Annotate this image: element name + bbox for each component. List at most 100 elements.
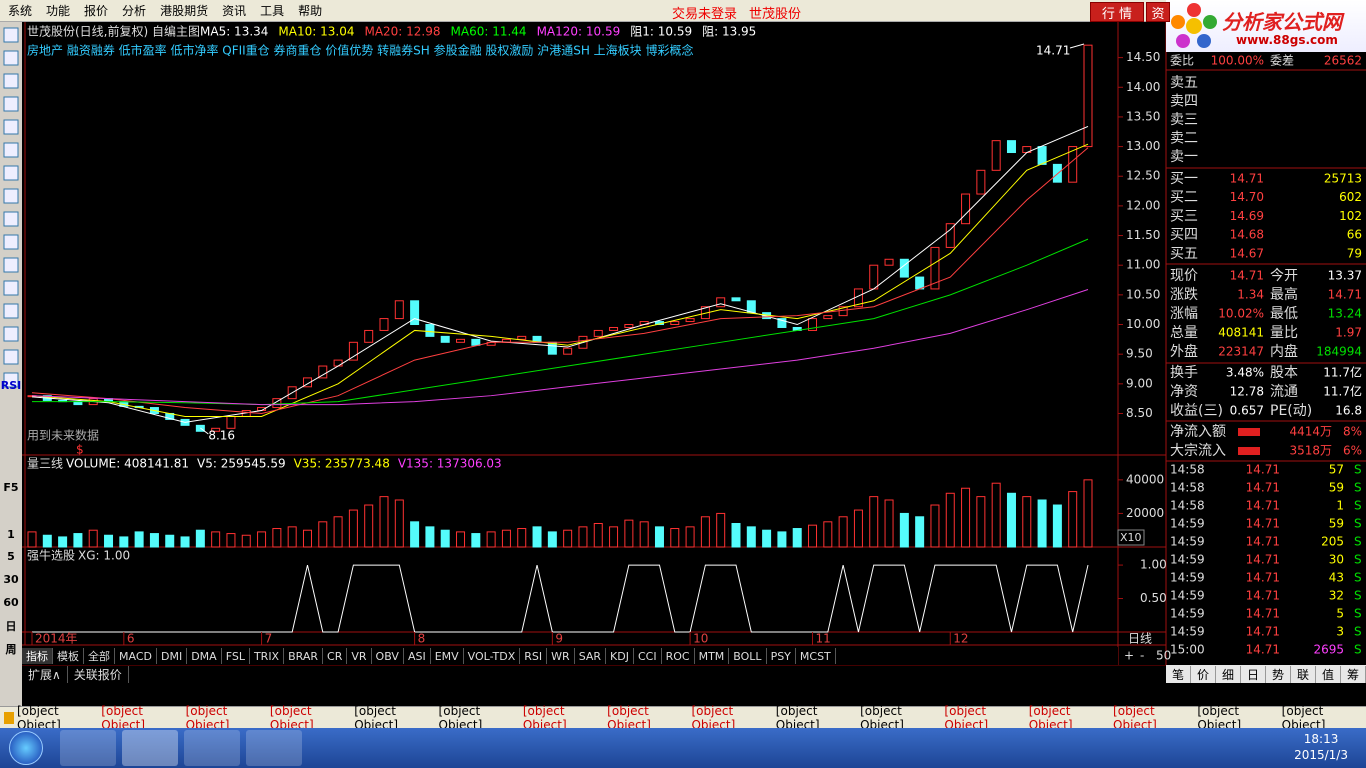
y-tick-label: 14.00 xyxy=(1126,80,1160,94)
top-button[interactable]: 行 情 xyxy=(1090,2,1144,22)
menu-item[interactable]: 港股期货 xyxy=(160,4,209,18)
tool-label: 日 xyxy=(6,620,17,633)
stat-value: 408141 xyxy=(1218,326,1264,340)
indicator-tab[interactable]: EMV xyxy=(431,648,464,664)
sub-tab[interactable]: 扩展∧ xyxy=(22,666,68,683)
tool-icon[interactable] xyxy=(3,50,19,66)
buy-label: 买二 xyxy=(1170,190,1198,206)
indicator-tab[interactable]: WR xyxy=(547,648,575,664)
indicator-tab[interactable]: 指标 xyxy=(22,648,53,664)
candle xyxy=(456,338,466,343)
indicator-tab[interactable]: CCI xyxy=(634,648,662,664)
indicator-tab[interactable]: PSY xyxy=(767,648,796,664)
y-tick-label: 10.50 xyxy=(1126,287,1160,301)
task-notes[interactable] xyxy=(184,730,240,766)
indicator-tab[interactable]: ASI xyxy=(404,648,431,664)
ma-legend: MA5: 13.34 xyxy=(200,25,268,39)
indicator-tab[interactable]: MCST xyxy=(796,648,836,664)
indicator-tab[interactable]: TRIX xyxy=(250,648,285,664)
x-tick-label: 2014年 xyxy=(35,632,78,646)
indicator-tab[interactable]: MTM xyxy=(695,648,730,664)
menu-item[interactable]: 分析 xyxy=(122,4,147,18)
top-button[interactable]: 资 xyxy=(1146,2,1170,22)
indicator-tab[interactable]: BRAR xyxy=(284,648,324,664)
indicator-tab[interactable]: 全部 xyxy=(84,648,115,664)
volume-bar xyxy=(333,516,343,548)
start-button[interactable] xyxy=(0,728,52,768)
tool-icon[interactable] xyxy=(3,234,19,250)
buy-label: 买一 xyxy=(1170,171,1198,187)
candle xyxy=(272,398,282,409)
tool-icon[interactable] xyxy=(3,326,19,342)
indicator-tab[interactable]: DMI xyxy=(157,648,188,664)
ma-legend: 阻: 13.95 xyxy=(702,25,756,39)
trade-volume: 59 xyxy=(1329,481,1344,495)
menu-item[interactable]: 帮助 xyxy=(298,4,323,18)
tool-icon[interactable] xyxy=(3,119,19,135)
zoom-control[interactable]: + xyxy=(1124,649,1134,663)
tool-icon[interactable] xyxy=(3,27,19,43)
task-ie[interactable] xyxy=(60,730,116,766)
menu-item[interactable]: 报价 xyxy=(84,4,109,18)
tool-icon[interactable] xyxy=(3,257,19,273)
indicator-tab[interactable]: RSI xyxy=(520,648,548,664)
candle xyxy=(1083,44,1093,148)
logo-title: 分析家公式网 xyxy=(1222,10,1342,34)
quote-tab[interactable]: 筹 xyxy=(1341,665,1366,683)
menu-item[interactable]: 资讯 xyxy=(222,4,247,18)
indicator-tab[interactable]: BOLL xyxy=(729,648,767,664)
volume-legend: V135: 137306.03 xyxy=(398,457,502,471)
stat-value: 14.71 xyxy=(1328,288,1362,302)
quote-tab[interactable]: 联 xyxy=(1291,665,1316,683)
trade-volume: 32 xyxy=(1329,589,1344,603)
tool-icon[interactable] xyxy=(3,303,19,319)
quote-tab[interactable]: 值 xyxy=(1316,665,1341,683)
volume-bar xyxy=(471,533,481,548)
indicator-tab[interactable]: FSL xyxy=(222,648,250,664)
tool-icon[interactable] xyxy=(3,211,19,227)
tool-icon[interactable] xyxy=(3,165,19,181)
indicator-tab[interactable]: KDJ xyxy=(606,648,634,664)
sell-label: 卖一 xyxy=(1170,149,1198,165)
ma-legend: MA120: 10.59 xyxy=(537,25,621,39)
tool-icon[interactable] xyxy=(3,349,19,365)
tool-icon[interactable] xyxy=(3,188,19,204)
zoom-control[interactable]: 50 xyxy=(1156,649,1171,663)
tool-icon[interactable] xyxy=(3,280,19,296)
indicator-tab[interactable]: VR xyxy=(347,648,372,664)
menu-item[interactable]: 系统 xyxy=(8,4,33,18)
indicator-tab[interactable]: MACD xyxy=(115,648,157,664)
menu-bar: 系统 功能 报价 分析 港股期货 资讯 工具 帮助 xyxy=(0,0,1166,22)
volume-bar xyxy=(991,482,1001,548)
trade-price: 14.71 xyxy=(1246,517,1280,531)
candle xyxy=(287,386,297,400)
indicator-tab[interactable]: DMA xyxy=(187,648,222,664)
quote-tab[interactable]: 势 xyxy=(1266,665,1291,683)
candle xyxy=(670,321,680,326)
tool-icon[interactable] xyxy=(3,73,19,89)
candle xyxy=(563,347,573,355)
quote-tab[interactable]: 笔 xyxy=(1166,665,1191,683)
tool-icon[interactable] xyxy=(3,142,19,158)
indicator-tab[interactable]: CR xyxy=(323,648,348,664)
indicator-tab[interactable]: SAR xyxy=(575,648,607,664)
indicator-tab[interactable]: OBV xyxy=(372,648,404,664)
indicator-tab[interactable]: 模板 xyxy=(53,648,84,664)
zoom-control[interactable]: - xyxy=(1140,649,1144,663)
trade-time: 14:59 xyxy=(1170,517,1205,531)
candle xyxy=(471,338,481,346)
sub-tab[interactable]: 关联报价 xyxy=(68,666,129,683)
quote-tab[interactable]: 价 xyxy=(1191,665,1216,683)
task-app[interactable] xyxy=(122,730,178,766)
sell-label: 卖四 xyxy=(1170,94,1198,110)
menu-item[interactable]: 工具 xyxy=(260,4,285,18)
tool-icon[interactable] xyxy=(3,372,19,388)
menu-item[interactable]: 功能 xyxy=(46,4,71,18)
indicator-tab[interactable]: ROC xyxy=(662,648,695,664)
indicator-tab[interactable]: VOL-TDX xyxy=(464,648,521,664)
task-paint[interactable] xyxy=(246,730,302,766)
quote-tab[interactable]: 细 xyxy=(1216,665,1241,683)
tool-icon[interactable] xyxy=(3,96,19,112)
quote-tab[interactable]: 日 xyxy=(1241,665,1266,683)
trade-side: S xyxy=(1354,571,1362,585)
